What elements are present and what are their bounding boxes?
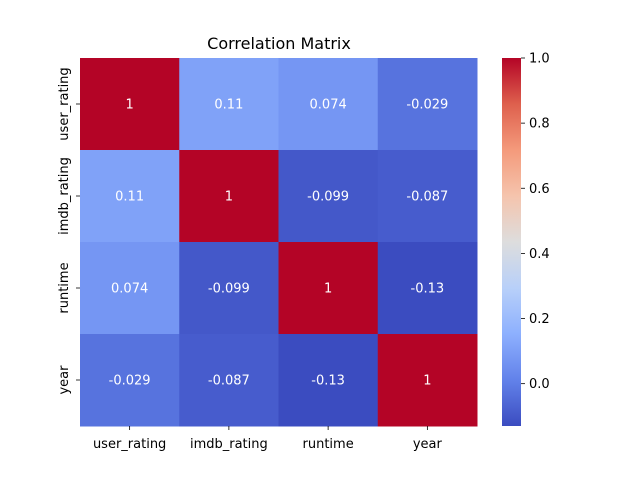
cell-annotation: 1 — [423, 374, 431, 389]
colorbar-tick-label: 0.0 — [529, 377, 550, 392]
heatmap-cell-imdb-rating-runtime — [278, 150, 379, 243]
heatmap-cell-year-user-rating — [80, 334, 180, 427]
colorbar-tick-label: 0.8 — [529, 117, 550, 132]
cell-annotation: -0.029 — [406, 98, 448, 113]
heatmap-cell-runtime-runtime — [278, 242, 379, 335]
colorbar: 0.0 0.2 0.4 0.6 0.8 1.0 — [502, 52, 550, 426]
heatmap-cells: 1 0.11 0.074 -0.029 0.11 1 -0.099 -0.087 0.074 -0… — [80, 58, 478, 427]
heatmap-cell-runtime-year — [377, 242, 478, 335]
cell-annotation: 1 — [125, 98, 133, 113]
heatmap-cell-user-rating-year — [377, 58, 478, 151]
cell-annotation: 0.11 — [214, 98, 243, 113]
heatmap-cell-year-imdb-rating — [179, 334, 279, 427]
cell-annotation: 1 — [324, 282, 332, 297]
x-tick-label-imdb-rating: imdb_rating — [190, 437, 268, 452]
colorbar-bar — [502, 58, 521, 426]
heatmap-cell-runtime-user-rating — [80, 242, 180, 335]
y-tick-label-imdb-rating: imdb_rating — [57, 157, 72, 235]
colorbar-tick-label: 0.6 — [529, 182, 550, 197]
x-tick-label-runtime: runtime — [303, 437, 354, 452]
heatmap-cell-imdb-rating-imdb-rating — [179, 150, 279, 243]
x-axis-ticks: user_rating imdb_rating runtime year — [93, 426, 443, 452]
colorbar-tick-label: 0.4 — [529, 247, 550, 262]
heatmap-cell-runtime-imdb-rating — [179, 242, 279, 335]
heatmap-cell-year-year — [377, 334, 478, 427]
heatmap-cell-year-runtime — [278, 334, 379, 427]
chart-title: Correlation Matrix — [207, 34, 351, 53]
cell-annotation: -0.087 — [208, 374, 250, 389]
cell-annotation: -0.099 — [307, 190, 349, 205]
x-tick-label-user-rating: user_rating — [93, 437, 166, 452]
cell-annotation: -0.13 — [311, 374, 345, 389]
colorbar-tick-label: 1.0 — [529, 52, 550, 67]
x-tick-label-year: year — [413, 437, 443, 452]
heatmap-cell-user-rating-user-rating — [80, 58, 180, 151]
cell-annotation: 0.11 — [115, 190, 144, 205]
heatmap-cell-user-rating-runtime — [278, 58, 379, 151]
y-tick-label-runtime: runtime — [57, 262, 72, 313]
heatmap-cell-imdb-rating-year — [377, 150, 478, 243]
cell-annotation: 1 — [225, 190, 233, 205]
y-tick-label-user-rating: user_rating — [57, 67, 72, 140]
cell-annotation: -0.099 — [208, 282, 250, 297]
cell-annotation: -0.13 — [411, 282, 445, 297]
cell-annotation: 0.074 — [111, 282, 148, 297]
y-tick-label-year: year — [57, 365, 72, 395]
heatmap-cell-imdb-rating-user-rating — [80, 150, 180, 243]
cell-annotation: -0.029 — [109, 374, 151, 389]
cell-annotation: -0.087 — [406, 190, 448, 205]
colorbar-tick-label: 0.2 — [529, 312, 550, 327]
heatmap-cell-user-rating-imdb-rating — [179, 58, 279, 151]
cell-annotation: 0.074 — [310, 98, 347, 113]
